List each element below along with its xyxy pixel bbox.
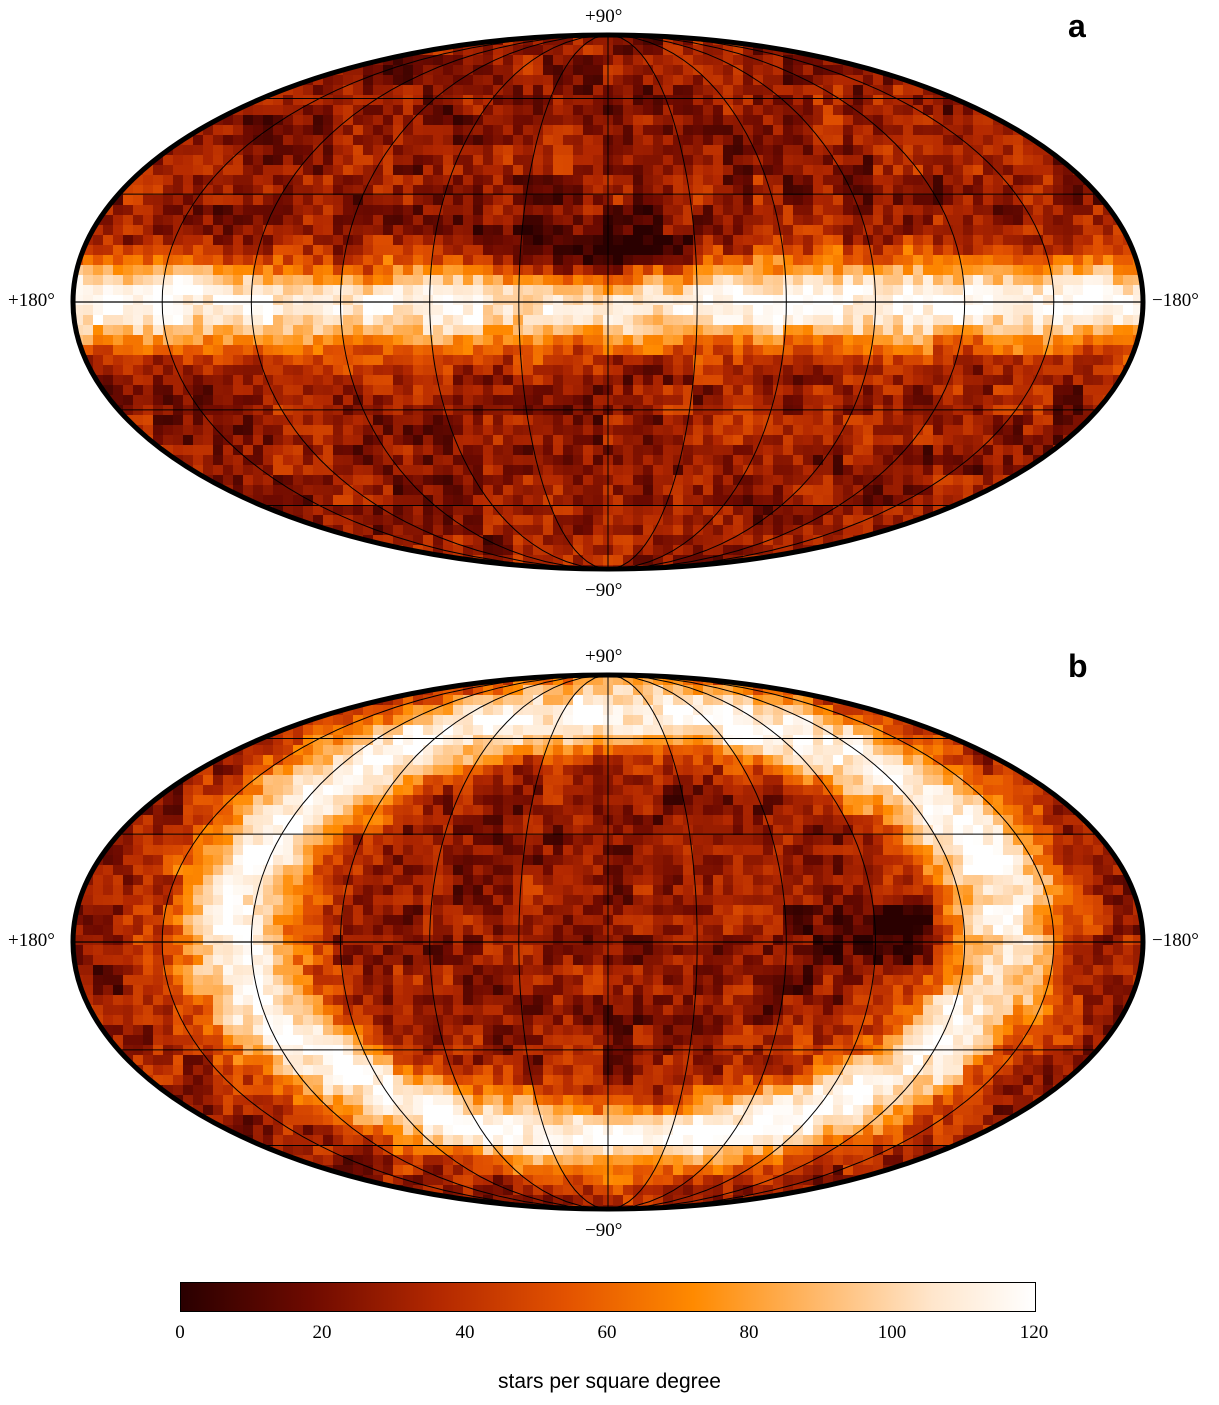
meridian-line <box>607 675 877 1209</box>
map-outline <box>70 672 1146 1212</box>
colorbar-tick-label: 40 <box>455 1322 475 1343</box>
colorbar-title: stars per square degree <box>498 1370 721 1393</box>
north-pole-label: +90° <box>585 6 623 27</box>
meridian-line <box>518 675 609 1209</box>
colorbar-tick-label: 100 <box>877 1322 907 1343</box>
panel-letter-b: b <box>1068 648 1088 684</box>
mollweide-map-b <box>70 672 1146 1212</box>
colorbar-tick-label: 60 <box>597 1322 617 1343</box>
meridian-line <box>607 35 966 569</box>
sky-map-panel-a: +90° −90° +180° −180° a <box>0 0 1219 620</box>
meridian-line <box>161 675 609 1209</box>
colorbar-tick-label: 20 <box>312 1322 332 1343</box>
meridian-line <box>518 35 609 569</box>
colorbar-legend: 0 20 40 60 80 100 120 stars per square d… <box>0 1270 1219 1405</box>
meridian-line <box>429 35 609 569</box>
meridian-line <box>607 675 698 1209</box>
north-pole-label: +90° <box>585 646 623 667</box>
west-longitude-label: +180° <box>8 290 55 311</box>
meridian-line <box>429 675 609 1209</box>
meridian-line <box>607 675 787 1209</box>
meridian-line <box>250 675 609 1209</box>
south-pole-label: −90° <box>585 580 623 601</box>
colorbar-tick-label: 120 <box>1019 1322 1049 1343</box>
meridian-line <box>607 35 787 569</box>
meridian-line <box>607 675 1055 1209</box>
mollweide-map-a <box>70 32 1146 572</box>
graticule <box>73 675 1143 1209</box>
colorbar-tick-label: 0 <box>175 1322 185 1343</box>
meridian-line <box>607 35 877 569</box>
map-outline <box>70 32 1146 572</box>
meridian-line <box>607 35 1055 569</box>
east-longitude-label: −180° <box>1152 930 1199 951</box>
meridian-line <box>161 35 609 569</box>
south-pole-label: −90° <box>585 1220 623 1241</box>
meridian-line <box>607 675 966 1209</box>
meridian-line <box>250 35 609 569</box>
meridian-line <box>339 675 609 1209</box>
east-longitude-label: −180° <box>1152 290 1199 311</box>
colorbar-gradient <box>180 1282 1036 1312</box>
graticule <box>73 35 1143 569</box>
panel-letter-a: a <box>1068 8 1086 44</box>
sky-map-panel-b: +90° −90° +180° −180° b <box>0 640 1219 1260</box>
meridian-line <box>607 35 698 569</box>
west-longitude-label: +180° <box>8 930 55 951</box>
colorbar-tick-label: 80 <box>739 1322 759 1343</box>
meridian-line <box>339 35 609 569</box>
